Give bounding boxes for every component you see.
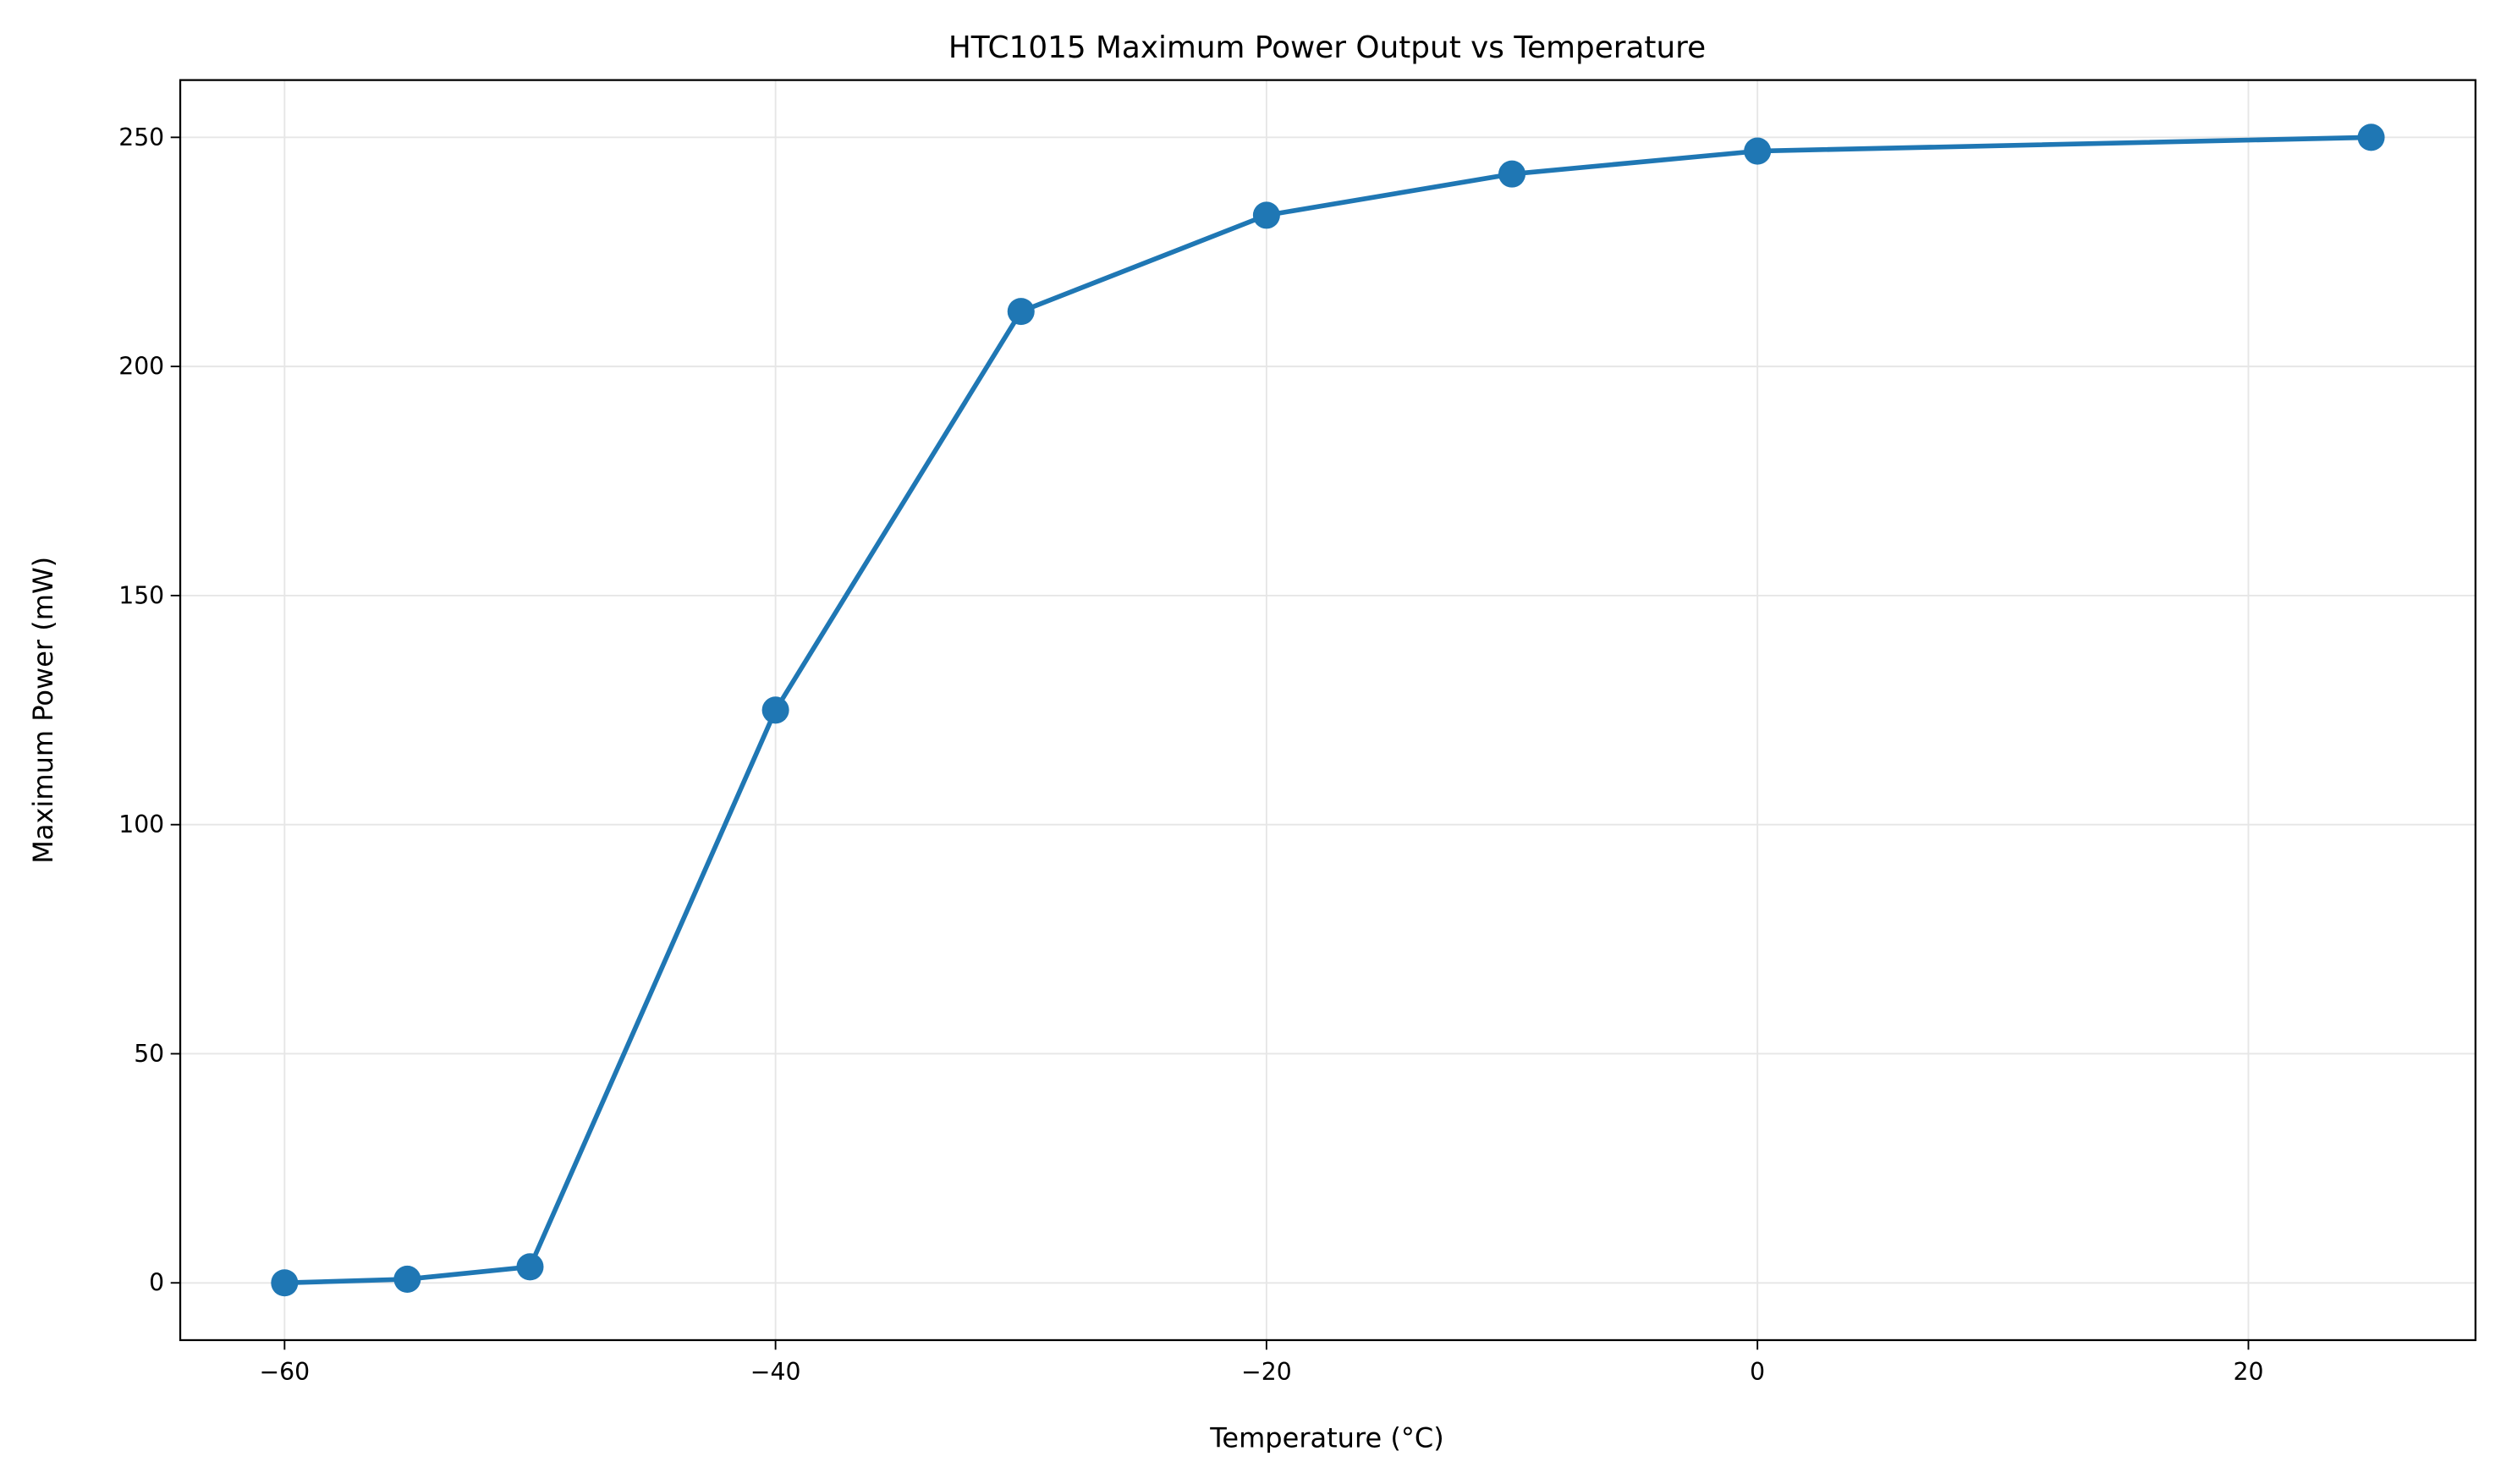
grid xyxy=(180,80,2476,1340)
series-line xyxy=(284,135,2372,1286)
x-tick-label: 0 xyxy=(1750,1358,1765,1386)
y-tick-label: 0 xyxy=(149,1269,164,1297)
x-tick-label: 20 xyxy=(2233,1358,2263,1386)
data-point xyxy=(1744,137,1772,165)
y-tick-label: 150 xyxy=(118,581,164,609)
y-tick-label: 50 xyxy=(134,1040,164,1068)
data-point xyxy=(1007,298,1035,326)
chart-title: HTC1015 Maximum Power Output vs Temperat… xyxy=(948,30,1706,65)
data-point xyxy=(2357,124,2385,151)
x-tick-label: −20 xyxy=(1241,1358,1292,1386)
x-tick-label: −60 xyxy=(260,1358,311,1386)
data-point xyxy=(1498,160,1526,188)
y-axis-label: Maximum Power (mW) xyxy=(27,557,59,864)
y-tick-label: 250 xyxy=(118,124,164,151)
x-tick-label: −40 xyxy=(750,1358,801,1386)
y-tick-label: 100 xyxy=(118,811,164,838)
plot-frame xyxy=(179,79,2476,1342)
data-point xyxy=(1252,201,1280,229)
data-point xyxy=(393,1265,421,1293)
series xyxy=(271,124,2385,1297)
data-point xyxy=(761,696,789,724)
x-axis-label: Temperature (°C) xyxy=(1209,1421,1443,1454)
y-tick-label: 200 xyxy=(118,353,164,381)
data-point xyxy=(271,1269,299,1297)
data-point xyxy=(516,1253,544,1281)
